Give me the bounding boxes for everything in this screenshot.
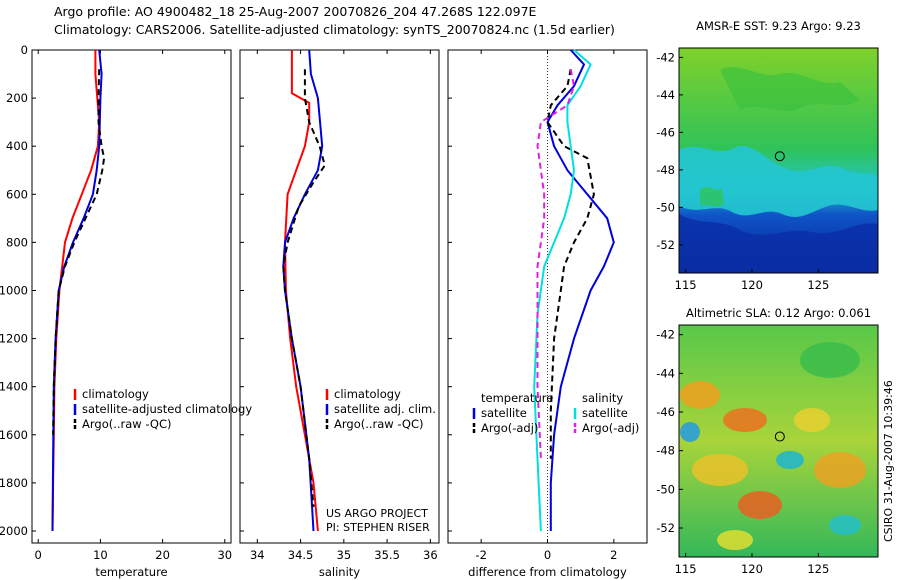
y-tick-label-0-4: 800 [6,235,28,249]
x-tick-label-0-0: 0 [35,548,42,562]
x-tick-label-0-2: 20 [155,548,170,562]
legend-label-2-3: Argo(-adj) [582,421,639,435]
credit-pi: PI: STEPHEN RISER [326,521,430,534]
sst-map-image [679,48,878,273]
map-y-tick-label-1-1: -44 [656,366,675,380]
y-tick-label-0-7: 1400 [0,380,28,394]
map-y-tick-label-1-0: -42 [656,328,675,342]
x-tick-label-2-2: 2 [610,548,617,562]
x-tick-label-2-0: -2 [475,548,486,562]
temperature-plot-frame [31,49,232,544]
map-y-tick-label-0-3: -48 [656,163,675,177]
legend-label-0-2: Argo(..raw -QC) [82,417,172,431]
series-line-0-2 [52,69,106,435]
x-axis-label-1: salinity [319,565,360,579]
map-y-tick-label-0-4: -50 [656,200,675,214]
y-tick-label-0-9: 1800 [0,476,28,490]
map-x-tick-label-1-1: 120 [741,562,763,576]
map-title-1: Altimetric SLA: 0.12 Argo: 0.061 [686,306,871,320]
x-tick-label-1-4: 36 [423,548,438,562]
legend-label-2-2: satellite [582,406,628,420]
map-y-tick-label-1-3: -48 [656,444,675,458]
argo-location-marker-1 [774,431,785,442]
map-y-tick-label-0-5: -52 [656,238,675,252]
series-line-1-2 [282,69,326,507]
timestamp-side-label: CSIRO 31-Aug-2007 10:39:46 [882,380,895,542]
figure-title-line2: Climatology: CARS2006. Satellite-adjuste… [54,22,615,37]
y-tick-label-0-3: 600 [6,187,28,201]
map-y-tick-label-1-4: -50 [656,482,675,496]
x-tick-label-2-1: 0 [544,548,551,562]
y-tick-label-0-8: 1600 [0,428,28,442]
salinity-panel: 34 34.5 35 35.5 36 salinity climatologysatelli… [240,49,438,579]
map-y-tick-label-0-2: -46 [656,125,675,139]
series-line-1-1 [282,49,324,532]
y-tick-label-0-5: 1000 [0,283,28,297]
map-y-tick-label-0-0: -42 [656,50,675,64]
legend-label-1-0: climatology [334,387,401,401]
difference-panel: -2 0 2 difference from climatology temperatu… [448,49,639,579]
map-title-0: AMSR-E SST: 9.23 Argo: 9.23 [696,19,861,33]
x-tick-label-1-0: 34 [250,548,265,562]
map-x-tick-label-0-1: 120 [741,278,763,292]
x-tick-label-1-3: 35.5 [374,548,400,562]
series-line-2-1 [546,69,595,459]
x-tick-label-1-1: 34.5 [288,548,314,562]
legend-label-0-1: satellite-adjusted climatology [82,402,252,416]
map-y-tick-label-0-1: -44 [656,88,675,102]
x-tick-label-0-3: 30 [217,548,232,562]
series-line-2-2 [533,49,592,532]
y-tick-label-0-1: 200 [6,91,28,105]
argo-location-marker-0 [774,151,785,162]
x-axis-label-0: temperature [95,565,167,579]
legend-label-1-2: Argo(..raw -QC) [334,417,424,431]
x-tick-label-0-1: 10 [93,548,108,562]
map-y-tick-label-1-5: -52 [656,521,675,535]
y-tick-label-0-0: 0 [21,43,28,57]
map-x-tick-label-1-0: 115 [675,562,697,576]
series-line-2-3 [536,69,575,459]
map-x-tick-label-0-2: 125 [807,278,829,292]
temperature-panel: 0 10 20 30 0 200 400 600 800 1000 1200 1400 1600 1800… [0,43,252,579]
y-tick-label-0-10: 2000 [0,524,28,538]
legend-group-title-1: salinity [582,391,623,405]
y-tick-label-0-6: 1200 [0,332,28,346]
legend-label-2-1: Argo(-adj) [481,421,538,435]
y-tick-label-0-2: 400 [6,139,28,153]
legend-label-1-1: satellite adj. clim. [334,402,436,416]
salinity-plot-frame [239,49,440,544]
sst-map-frame [678,47,879,274]
map-y-tick-label-1-2: -46 [656,405,675,419]
sla-map-frame [678,324,879,558]
series-line-2-0 [546,49,615,531]
credit-project: US ARGO PROJECT [326,507,428,520]
legend-label-0-0: climatology [82,387,149,401]
x-axis-label-2: difference from climatology [468,565,627,579]
series-line-1-0 [284,50,319,532]
map-x-tick-label-1-2: 125 [807,562,829,576]
figure-title-line1: Argo profile: AO 4900482_18 25-Aug-2007 … [54,4,537,19]
legend-group-title-0: temperature [481,391,553,405]
map-x-tick-label-0-0: 115 [675,278,697,292]
sla-map-axes: Altimetric SLA: 0.12 Argo: 0.061 115 120 12… [656,306,871,576]
legend-label-2-0: satellite [481,406,527,420]
sst-map-axes: AMSR-E SST: 9.23 Argo: 9.23 115 120 125 -42 -… [656,19,861,292]
x-tick-label-1-2: 35 [337,548,352,562]
